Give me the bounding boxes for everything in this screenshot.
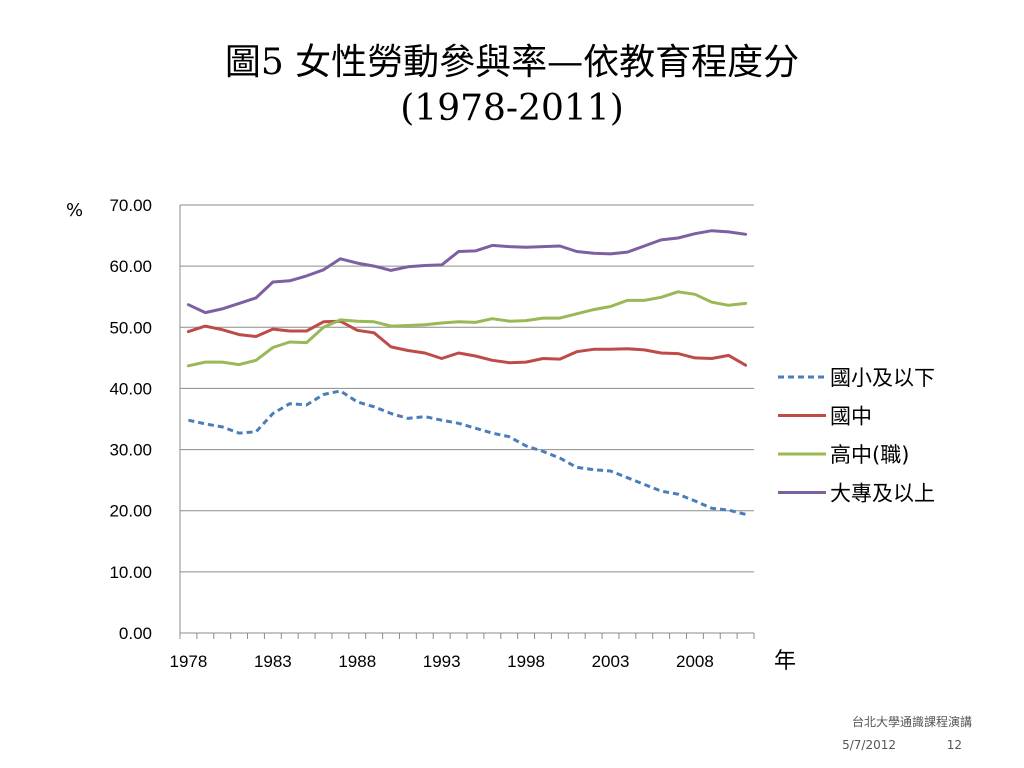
y-axis-label: % [66,200,83,221]
footer-page-number: 12 [946,738,962,752]
legend-label-1: 國中 [830,405,872,429]
chart-grid [180,204,754,573]
slide-title-line2: (1978-2011) [400,88,624,129]
y-tick-label: 40.00 [109,379,152,398]
legend-label-3: 大專及以上 [830,482,935,506]
x-axis-label: 年 [774,649,796,674]
footer-organization: 台北大學通識課程演講 [851,715,972,729]
slide-title: 圖5 女性勞動參與率—依教育程度分 (1978-2011) [0,40,1024,132]
x-tick-label: 1978 [170,652,208,671]
y-tick-label: 70.00 [109,196,152,215]
series-line-3 [186,229,748,315]
x-tick-label: 2008 [676,652,714,671]
legend-label-0: 國小及以下 [830,366,935,390]
series-line-2 [186,290,748,368]
x-tick-label: 2003 [592,652,630,671]
y-tick-label: 20.00 [109,502,152,521]
y-tick-label: 50.00 [109,318,152,337]
x-tick-label: 1988 [338,652,376,671]
slide-title-line1: 圖5 女性勞動參與率—依教育程度分 [224,42,800,83]
x-tick-label: 1983 [254,652,292,671]
series-line-1 [186,319,748,367]
y-tick-label: 0.00 [119,624,152,643]
chart-series [186,229,748,516]
legend-label-2: 高中(職) [830,443,909,467]
y-tick-label: 30.00 [109,441,152,460]
chart-axes: 0.00 10.00 20.00 30.00 40.00 50.00 60.00 70.00 1… [109,196,755,671]
y-tick-label: 60.00 [109,257,152,276]
y-tick-label: 10.00 [109,563,152,582]
series-line-0 [188,389,746,516]
x-tick-label: 1993 [423,652,461,671]
footer-date: 5/7/2012 [842,738,896,752]
x-tick-label: 1998 [507,652,545,671]
